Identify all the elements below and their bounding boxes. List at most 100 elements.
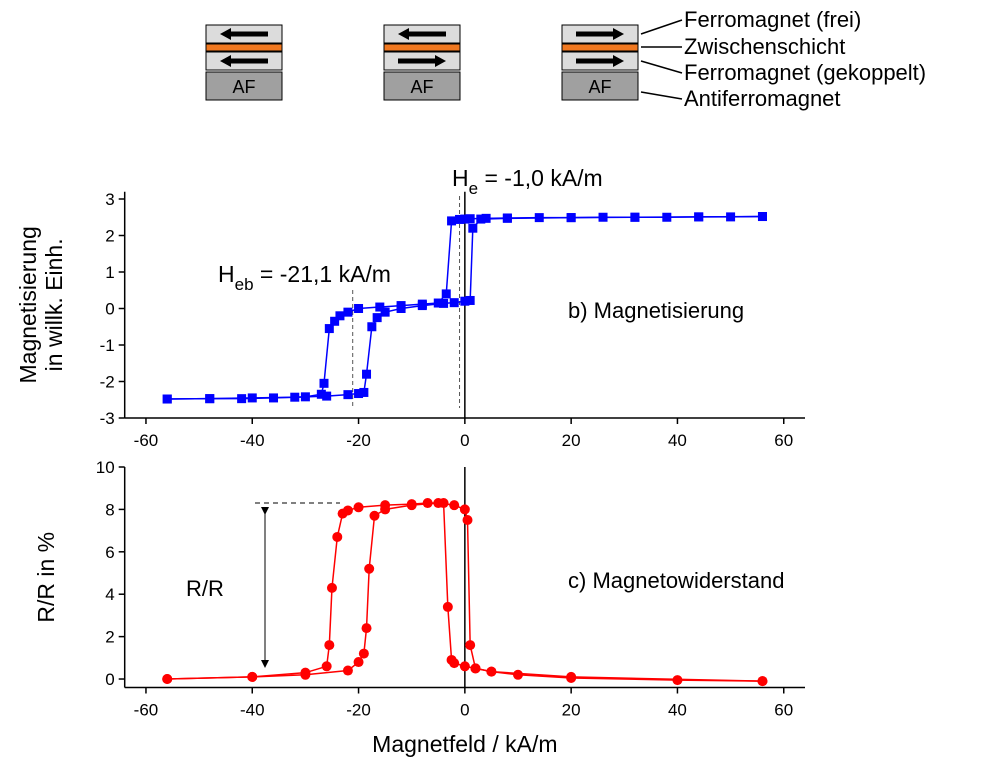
y-tick-label: -2 bbox=[100, 373, 115, 392]
data-point bbox=[503, 214, 512, 223]
layer-label: Ferromagnet (gekoppelt) bbox=[684, 60, 926, 85]
data-point bbox=[449, 500, 459, 510]
y-tick-label: 2 bbox=[105, 227, 114, 246]
x-tick-label: 40 bbox=[668, 701, 687, 720]
af-label: AF bbox=[410, 77, 433, 97]
data-point bbox=[247, 672, 257, 682]
data-point bbox=[418, 301, 427, 310]
data-point bbox=[486, 667, 496, 677]
spacer-layer bbox=[562, 44, 638, 51]
layer-label: Ferromagnet (frei) bbox=[684, 7, 861, 32]
x-tick-label: -20 bbox=[346, 431, 371, 450]
layer-diagram: AF AF AF Ferromagnet (frei)ZwischenschichtF… bbox=[206, 7, 926, 111]
annotation-value: = -1,0 kA/m bbox=[478, 165, 603, 191]
annotation-subscript: e bbox=[469, 179, 478, 198]
data-point bbox=[327, 583, 337, 593]
data-point bbox=[354, 304, 363, 313]
data-point bbox=[433, 498, 443, 508]
page: {"diagram": {"af_labels": ["AF", "AF", "… bbox=[0, 0, 992, 763]
data-point bbox=[447, 655, 457, 665]
data-point bbox=[248, 393, 257, 402]
data-point bbox=[369, 511, 379, 521]
data-point bbox=[205, 394, 214, 403]
af-label: AF bbox=[232, 77, 255, 97]
leader-line bbox=[641, 20, 682, 34]
data-point bbox=[338, 509, 348, 519]
data-point bbox=[630, 213, 639, 222]
data-point bbox=[325, 324, 334, 333]
data-point bbox=[407, 500, 417, 510]
data-point bbox=[367, 322, 376, 331]
data-point bbox=[455, 215, 464, 224]
data-point bbox=[463, 515, 473, 525]
panel-note: b) Magnetisierung bbox=[568, 298, 744, 323]
x-tick-label: -40 bbox=[240, 701, 265, 720]
y-tick-label: 0 bbox=[105, 300, 114, 319]
af-label: AF bbox=[588, 77, 611, 97]
x-tick-label: 0 bbox=[460, 701, 469, 720]
data-point bbox=[373, 313, 382, 322]
annotation-value: = -21,1 kA/m bbox=[254, 261, 391, 287]
x-tick-label: 60 bbox=[774, 701, 793, 720]
data-point bbox=[513, 670, 523, 680]
data-point bbox=[397, 304, 406, 313]
y-tick-label: -1 bbox=[100, 336, 115, 355]
data-point bbox=[322, 392, 331, 401]
y-tick-label: 1 bbox=[105, 263, 114, 282]
y-tick-label: -3 bbox=[100, 409, 115, 428]
y-tick-label: 2 bbox=[105, 628, 114, 647]
data-point bbox=[300, 670, 310, 680]
data-point bbox=[362, 370, 371, 379]
y-tick-label: 10 bbox=[96, 458, 115, 477]
annotation: He = -1,0 kA/m bbox=[452, 165, 603, 198]
data-point bbox=[354, 502, 364, 512]
figure: AF AF AF Ferromagnet (frei)ZwischenschichtF… bbox=[0, 0, 992, 763]
data-point bbox=[465, 640, 475, 650]
data-point bbox=[443, 602, 453, 612]
data-point bbox=[439, 299, 448, 308]
data-point bbox=[460, 661, 470, 671]
data-point bbox=[343, 390, 352, 399]
y-tick-label: 3 bbox=[105, 190, 114, 209]
y-tick-label: 4 bbox=[105, 585, 114, 604]
data-point bbox=[757, 676, 767, 686]
data-point bbox=[324, 640, 334, 650]
data-point bbox=[380, 504, 390, 514]
data-point bbox=[322, 661, 332, 671]
y-tick-label: 0 bbox=[105, 670, 114, 689]
data-point bbox=[566, 672, 576, 682]
data-point bbox=[359, 649, 369, 659]
y-axis-label: R/R in % bbox=[33, 532, 59, 623]
y-tick-label: 6 bbox=[105, 543, 114, 562]
data-point bbox=[343, 666, 353, 676]
delta-label: R/R bbox=[186, 576, 224, 601]
x-tick-label: 0 bbox=[460, 431, 469, 450]
spacer-layer bbox=[206, 44, 282, 51]
data-point bbox=[468, 224, 477, 233]
data-point bbox=[320, 379, 329, 388]
x-tick-label: 40 bbox=[668, 431, 687, 450]
spacer-layer bbox=[384, 44, 460, 51]
x-tick-label: -60 bbox=[134, 431, 159, 450]
data-point bbox=[359, 388, 368, 397]
x-tick-label: -20 bbox=[346, 701, 371, 720]
data-point bbox=[163, 395, 172, 404]
y-axis-label: Magnetisierung bbox=[15, 226, 41, 383]
data-point bbox=[567, 213, 576, 222]
annotation-symbol: H bbox=[452, 165, 469, 191]
data-point bbox=[364, 564, 374, 574]
layer-label: Antiferromagnet bbox=[684, 86, 841, 111]
data-point bbox=[354, 657, 364, 667]
x-tick-label: -40 bbox=[240, 431, 265, 450]
x-tick-label: -60 bbox=[134, 701, 159, 720]
x-tick-label: 20 bbox=[562, 701, 581, 720]
x-tick-label: 20 bbox=[562, 431, 581, 450]
data-point bbox=[694, 212, 703, 221]
annotation-subscript: eb bbox=[235, 275, 254, 294]
data-point bbox=[466, 296, 475, 305]
data-point bbox=[447, 216, 456, 225]
data-point bbox=[470, 663, 480, 673]
data-point bbox=[162, 674, 172, 684]
leader-line bbox=[641, 61, 682, 73]
layer-label: Zwischenschicht bbox=[684, 34, 845, 59]
